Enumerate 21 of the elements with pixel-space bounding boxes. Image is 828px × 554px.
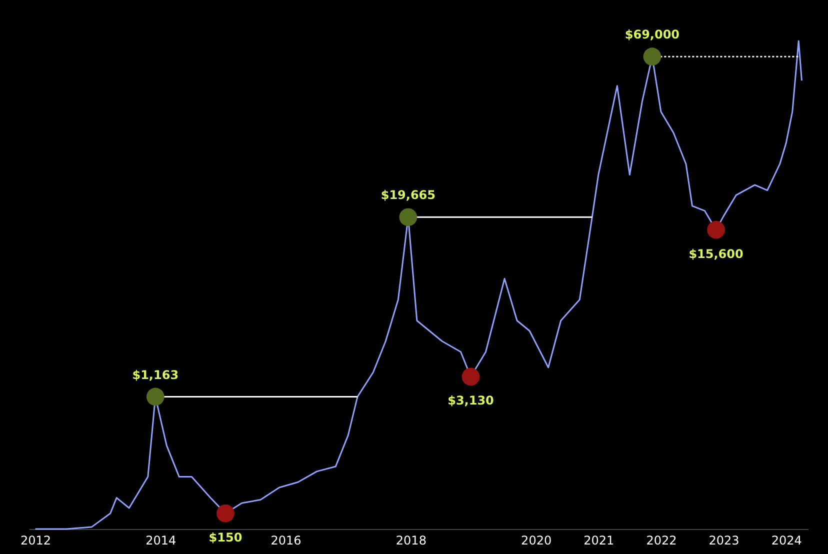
x-tick-label: 2012 [20, 534, 52, 548]
annotation: $1,163 [132, 368, 179, 382]
point [216, 504, 234, 522]
point [462, 368, 480, 386]
point [643, 48, 662, 66]
point [146, 388, 164, 406]
x-tick-label: 2018 [396, 534, 426, 548]
x-tick-label: 2022 [646, 534, 677, 548]
point [399, 208, 418, 226]
annotation: $150 [208, 530, 242, 544]
x-tick-label: 2021 [584, 534, 614, 548]
annotation: $15,600 [688, 246, 744, 261]
point [707, 220, 725, 239]
annotation: $3,130 [448, 394, 494, 408]
x-tick-label: 2016 [270, 534, 302, 548]
annotation: $69,000 [624, 28, 680, 42]
x-tick-label: 2023 [708, 534, 740, 548]
annotation: $19,665 [380, 188, 436, 202]
x-tick-label: 2020 [521, 534, 552, 548]
x-tick-label: 2024 [771, 534, 802, 548]
x-tick-label: 2014 [146, 534, 176, 548]
